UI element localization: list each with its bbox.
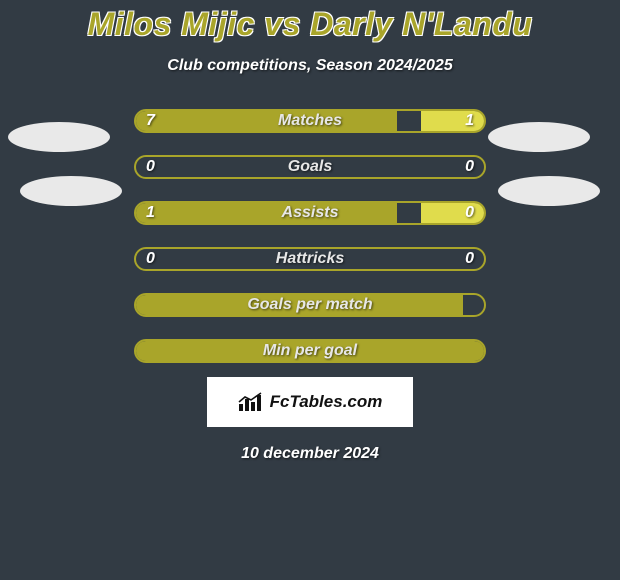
stat-bar-track: 00Goals: [134, 155, 486, 179]
page-title: Milos Mijic vs Darly N'Landu: [88, 6, 533, 43]
stat-bar-track: Goals per match: [134, 293, 486, 317]
stat-bar-left: [136, 295, 463, 315]
stat-row: 00Goals: [0, 155, 620, 179]
stat-bar-track: 10Assists: [134, 201, 486, 225]
stat-value-right: 0: [465, 250, 474, 268]
stat-row: Min per goal: [0, 339, 620, 363]
comparison-infographic: Milos Mijic vs Darly N'Landu Club compet…: [0, 0, 620, 463]
footer-logo-badge: FcTables.com: [207, 377, 413, 427]
stat-value-left: 1: [146, 204, 155, 222]
stat-value-left: 0: [146, 250, 155, 268]
player-photo-placeholder: [498, 176, 600, 206]
page-subtitle: Club competitions, Season 2024/2025: [167, 57, 452, 75]
stat-bar-track: Min per goal: [134, 339, 486, 363]
stat-bar-gap: [397, 203, 421, 223]
stat-bar-gap: [136, 249, 484, 269]
stat-row: 00Hattricks: [0, 247, 620, 271]
stat-bar-left: [136, 203, 397, 223]
stat-value-right: 1: [465, 112, 474, 130]
stat-bar-gap: [397, 111, 421, 131]
stat-bar-gap: [136, 157, 484, 177]
stat-row: Goals per match: [0, 293, 620, 317]
stat-bar-right: [421, 203, 484, 223]
player-photo-placeholder: [8, 122, 110, 152]
fctables-logo-icon: [238, 392, 264, 412]
stat-value-left: 0: [146, 158, 155, 176]
stat-bar-left: [136, 341, 484, 361]
stat-bar-right: [421, 111, 484, 131]
player-photo-placeholder: [20, 176, 122, 206]
stat-bar-track: 00Hattricks: [134, 247, 486, 271]
stat-bar-left: [136, 111, 397, 131]
footer-logo-text: FcTables.com: [270, 392, 383, 412]
stat-value-right: 0: [465, 204, 474, 222]
stat-value-right: 0: [465, 158, 474, 176]
stat-value-left: 7: [146, 112, 155, 130]
stat-bar-gap: [463, 295, 484, 315]
player-photo-placeholder: [488, 122, 590, 152]
stat-bar-track: 71Matches: [134, 109, 486, 133]
date-text: 10 december 2024: [241, 445, 379, 463]
